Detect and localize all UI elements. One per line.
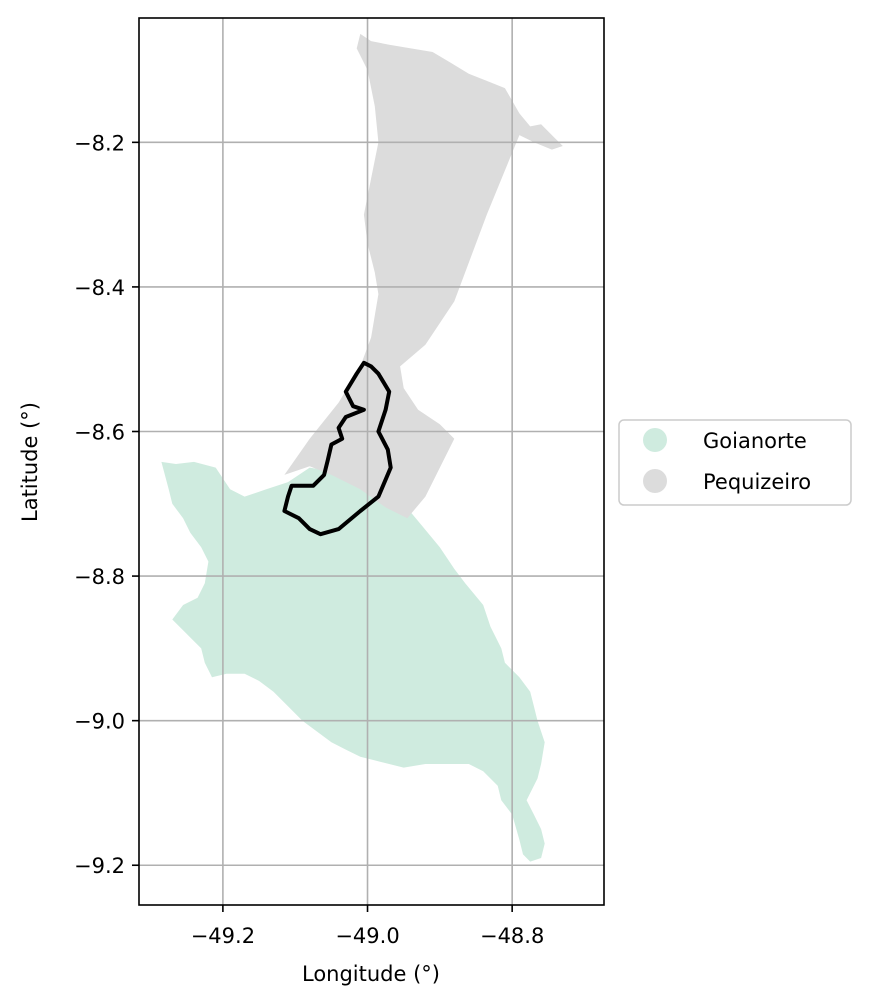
x-tick-label: −49.2 [191,924,255,948]
ticks-layer: −49.2 −49.0 −48.8 −8.2 −8.4 −8.6 −8.8 −9.0 −9.2 [74,131,544,948]
legend-marker-goianorte [643,428,667,452]
plot-frame [138,17,605,906]
region-goianorte [161,461,545,862]
grid-layer [139,18,604,905]
x-axis-label: Longitude (°) [302,962,440,986]
y-tick-label: −9.2 [74,854,125,878]
outline-layer [282,360,393,537]
y-tick-label: −8.8 [74,565,125,589]
legend: Goianorte Pequizeiro [618,419,852,506]
study-area-outline [282,360,393,537]
y-tick-label: −8.4 [74,276,125,300]
y-axis-label: Latitude (°) [18,402,42,522]
legend-marker-pequizeiro [643,469,667,493]
y-tick-label: −8.2 [74,131,125,155]
legend-label-goianorte: Goianorte [703,429,807,453]
x-tick-label: −48.8 [480,924,544,948]
legend-frame [618,419,852,506]
x-tick-label: −49.0 [335,924,399,948]
y-tick-label: −9.0 [74,710,125,734]
regions-layer [161,33,563,862]
y-tick-label: −8.6 [74,420,125,444]
legend-label-pequizeiro: Pequizeiro [703,470,811,494]
region-pequizeiro [284,33,563,519]
